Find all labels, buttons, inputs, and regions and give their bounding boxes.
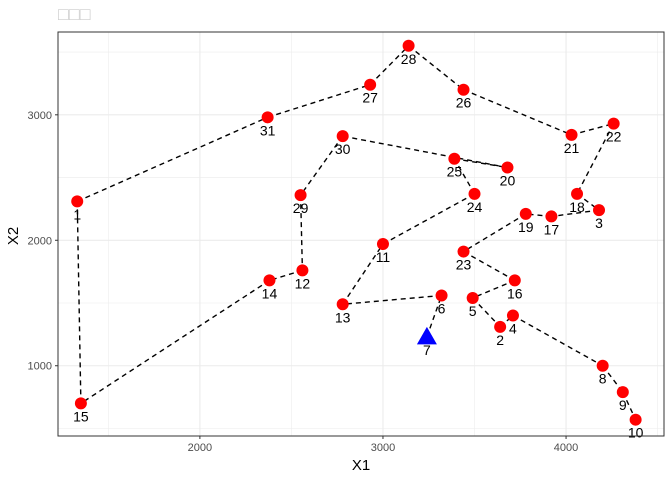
city-label: 14 <box>262 285 278 301</box>
city-point <box>336 130 349 143</box>
x-axis-title: X1 <box>352 457 370 474</box>
city-label: 10 <box>628 425 644 441</box>
city-label: 23 <box>456 257 472 273</box>
route-segment <box>472 297 501 328</box>
route-segment <box>463 213 527 253</box>
route-segment <box>76 116 268 203</box>
city-point <box>468 187 481 200</box>
city-point <box>571 187 584 200</box>
city-label: 19 <box>518 219 534 235</box>
city-label: 25 <box>447 164 463 180</box>
route-segment <box>299 195 304 271</box>
city-point <box>74 397 87 410</box>
city-label: 28 <box>401 51 417 67</box>
city-label: 6 <box>438 300 446 316</box>
city-label: 8 <box>599 371 607 387</box>
city-label: 18 <box>569 199 585 215</box>
city-label: 15 <box>73 408 89 424</box>
city-point <box>336 298 349 311</box>
city-points <box>71 39 642 426</box>
city-point <box>261 111 274 124</box>
route-segment <box>80 279 270 404</box>
city-point <box>593 204 606 217</box>
city-label: 7 <box>423 342 431 358</box>
city-label: 29 <box>293 200 309 216</box>
city-point <box>545 210 558 223</box>
city-point <box>508 274 521 287</box>
city-point <box>494 320 507 333</box>
city-label: 13 <box>335 309 351 325</box>
city-label: 3 <box>595 215 603 231</box>
city-point <box>616 386 629 399</box>
city-label: 21 <box>564 140 580 156</box>
y-axis-title: X2 <box>5 227 22 245</box>
city-labels: 1234567891011121314151617181920212223242… <box>73 51 644 441</box>
city-label: 31 <box>260 122 276 138</box>
city-point <box>435 289 448 302</box>
axis-ticks: 2000 3000 4000 1000 2000 3000 <box>28 110 579 454</box>
y-tick-label: 1000 <box>28 361 52 373</box>
route-segment <box>463 250 516 282</box>
city-label: 24 <box>467 199 483 215</box>
route-segment <box>453 158 476 195</box>
city-label: 2 <box>496 332 504 348</box>
grid-lines <box>58 32 664 436</box>
route-segment <box>369 45 410 86</box>
city-point <box>506 309 519 322</box>
route-segment <box>463 89 572 136</box>
city-point <box>364 78 377 91</box>
route-segment <box>551 209 600 218</box>
route-segment <box>76 201 82 404</box>
city-label: 1 <box>73 206 81 222</box>
city-label: 12 <box>295 275 311 291</box>
route-segment <box>571 122 614 136</box>
route-segment <box>300 135 344 196</box>
city-label: 22 <box>606 129 622 145</box>
city-label: 9 <box>619 397 627 413</box>
panel-border <box>57 31 665 437</box>
city-label: 11 <box>376 249 391 265</box>
city-label: 5 <box>469 303 477 319</box>
city-point <box>376 238 389 251</box>
city-point <box>565 128 578 141</box>
city-point <box>457 83 470 96</box>
chart-title: □□□ <box>58 4 91 24</box>
city-point <box>296 264 309 277</box>
city-point <box>294 189 307 202</box>
route-segment <box>472 279 516 299</box>
x-tick-label: 3000 <box>371 442 395 454</box>
route-segment <box>576 123 615 195</box>
route-segment <box>342 135 508 169</box>
city-label: 27 <box>362 90 378 106</box>
city-point <box>629 413 642 426</box>
route-segment <box>426 295 443 338</box>
city-point <box>466 291 479 304</box>
route-segment <box>512 314 604 367</box>
city-label: 4 <box>509 321 517 337</box>
city-label: 17 <box>544 221 560 237</box>
city-point <box>448 152 461 165</box>
city-point <box>596 359 609 372</box>
y-tick-label: 2000 <box>28 235 52 247</box>
city-point <box>457 245 470 258</box>
city-label: 26 <box>456 95 472 111</box>
plot-panel <box>58 32 664 436</box>
route-segment <box>342 294 442 305</box>
city-point <box>607 117 620 130</box>
city-label: 30 <box>335 141 351 157</box>
city-point <box>71 195 84 208</box>
city-point <box>402 39 415 52</box>
x-tick-label: 4000 <box>554 442 578 454</box>
city-point <box>501 161 514 174</box>
city-label: 16 <box>507 285 523 301</box>
city-point <box>263 274 276 287</box>
start-point-marker <box>416 326 437 345</box>
route-segment <box>342 243 384 305</box>
city-point <box>519 207 532 220</box>
route-segment <box>408 45 464 91</box>
x-tick-label: 2000 <box>188 442 212 454</box>
city-label: 20 <box>500 173 516 189</box>
y-tick-label: 3000 <box>28 110 52 122</box>
